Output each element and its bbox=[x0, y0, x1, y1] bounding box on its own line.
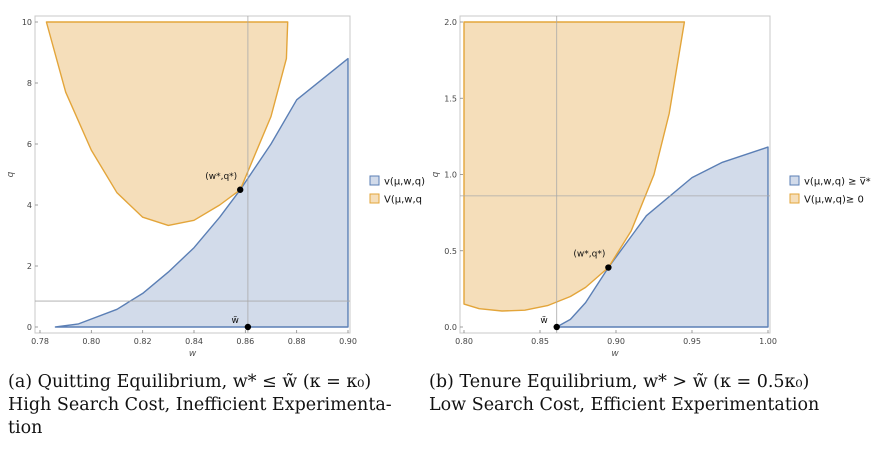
chartb-point bbox=[605, 264, 612, 271]
chartb-ytick-label: 0.5 bbox=[444, 247, 457, 256]
caption-a: (a) Quitting Equilibrium, w* ≤ w̃ (κ = κ… bbox=[8, 371, 424, 440]
chartb-xtick-label: 0.80 bbox=[455, 337, 473, 346]
chartb-point-label: (w*,q*) bbox=[573, 250, 605, 260]
charta-legend-label: V(μ,w,q bbox=[384, 195, 422, 206]
charta-xtick-label: 0.80 bbox=[82, 337, 100, 346]
chartb-xtick-label: 1.00 bbox=[759, 337, 777, 346]
chartb-xtick-label: 0.95 bbox=[683, 337, 701, 346]
charta-frame bbox=[34, 15, 351, 334]
charta-point-label: (w*,q*) bbox=[205, 172, 237, 182]
charta-ytick-label: 8 bbox=[27, 79, 32, 88]
chartb-legend-label: V(μ,w,q)≥ 0 bbox=[804, 195, 864, 206]
charta-ytick-label: 0 bbox=[27, 323, 32, 332]
caption-a-line-1: (a) Quitting Equilibrium, w* ≤ w̃ (κ = κ… bbox=[8, 372, 372, 392]
charta-legend-swatch bbox=[369, 175, 380, 186]
chartb-point bbox=[553, 323, 560, 331]
charta-xtick-label: 0.88 bbox=[288, 337, 306, 346]
charta-point bbox=[237, 186, 244, 193]
charta-yaxis-label: q bbox=[6, 171, 16, 177]
chartb-xaxis-label: w bbox=[611, 349, 619, 359]
chartb-legend-swatch bbox=[789, 193, 800, 204]
charta-ytick-label: 10 bbox=[22, 18, 32, 27]
chartb-legend-label: v(μ,w,q) ≥ v̅* bbox=[804, 177, 871, 188]
chartb-ytick-label: 0.0 bbox=[444, 323, 457, 332]
chartb-xtick-label: 0.90 bbox=[607, 337, 625, 346]
chartb-region-orange bbox=[463, 21, 686, 312]
charta-point bbox=[244, 323, 252, 331]
caption-b: (b) Tenure Equilibrium, w* > w̃ (κ = 0.5… bbox=[429, 371, 849, 417]
caption-a-line-2: High Search Cost, Inefficient Experiment… bbox=[8, 395, 392, 415]
charta-region-orange bbox=[45, 21, 289, 227]
caption-b-line-2: Low Search Cost, Efficient Experimentati… bbox=[429, 395, 820, 415]
charta-xtick-label: 0.82 bbox=[134, 337, 152, 346]
charta-ytick-label: 2 bbox=[27, 262, 32, 271]
charta-ytick-label: 6 bbox=[27, 140, 32, 149]
charta-point-label: w̃ bbox=[232, 316, 239, 326]
chartb-ytick-label: 1.5 bbox=[444, 94, 457, 103]
chartb-legend-swatch bbox=[789, 175, 800, 186]
caption-b-line-1: (b) Tenure Equilibrium, w* > w̃ (κ = 0.5… bbox=[429, 372, 810, 392]
charta-xtick-label: 0.90 bbox=[339, 337, 357, 346]
charta-xtick-label: 0.86 bbox=[236, 337, 254, 346]
chartb-region-blue bbox=[556, 146, 769, 328]
panel-a: 0.78 0.80 0.82 0.84 0.86 0.88 0.90 0 2 4 6 8 10 w q (w*… bbox=[6, 15, 425, 359]
panel-b: 0.80 0.85 0.90 0.95 1.00 0.0 0.5 1.0 1.5 2.0 w q (w*… bbox=[431, 15, 871, 359]
chartb-xtick-label: 0.85 bbox=[531, 337, 549, 346]
chartb-yaxis-label: q bbox=[431, 171, 441, 177]
charta-ytick-label: 4 bbox=[27, 201, 32, 210]
figure: 0.78 0.80 0.82 0.84 0.86 0.88 0.90 0 2 4 6 8 10 w q (w*… bbox=[6, 15, 871, 359]
chartb-point-label: w̃ bbox=[540, 316, 547, 326]
charta-legend-label: v(μ,w,q) bbox=[384, 177, 425, 188]
charta-legend-swatch bbox=[369, 193, 380, 204]
caption-a-line-3: tion bbox=[8, 418, 43, 438]
charta-xtick-label: 0.84 bbox=[185, 337, 203, 346]
chartb-ytick-label: 2.0 bbox=[444, 18, 457, 27]
chartb-ytick-label: 1.0 bbox=[444, 171, 457, 180]
charta-xtick-label: 0.78 bbox=[31, 337, 49, 346]
charta-region-blue bbox=[54, 57, 349, 328]
charta-xaxis-label: w bbox=[189, 349, 197, 359]
